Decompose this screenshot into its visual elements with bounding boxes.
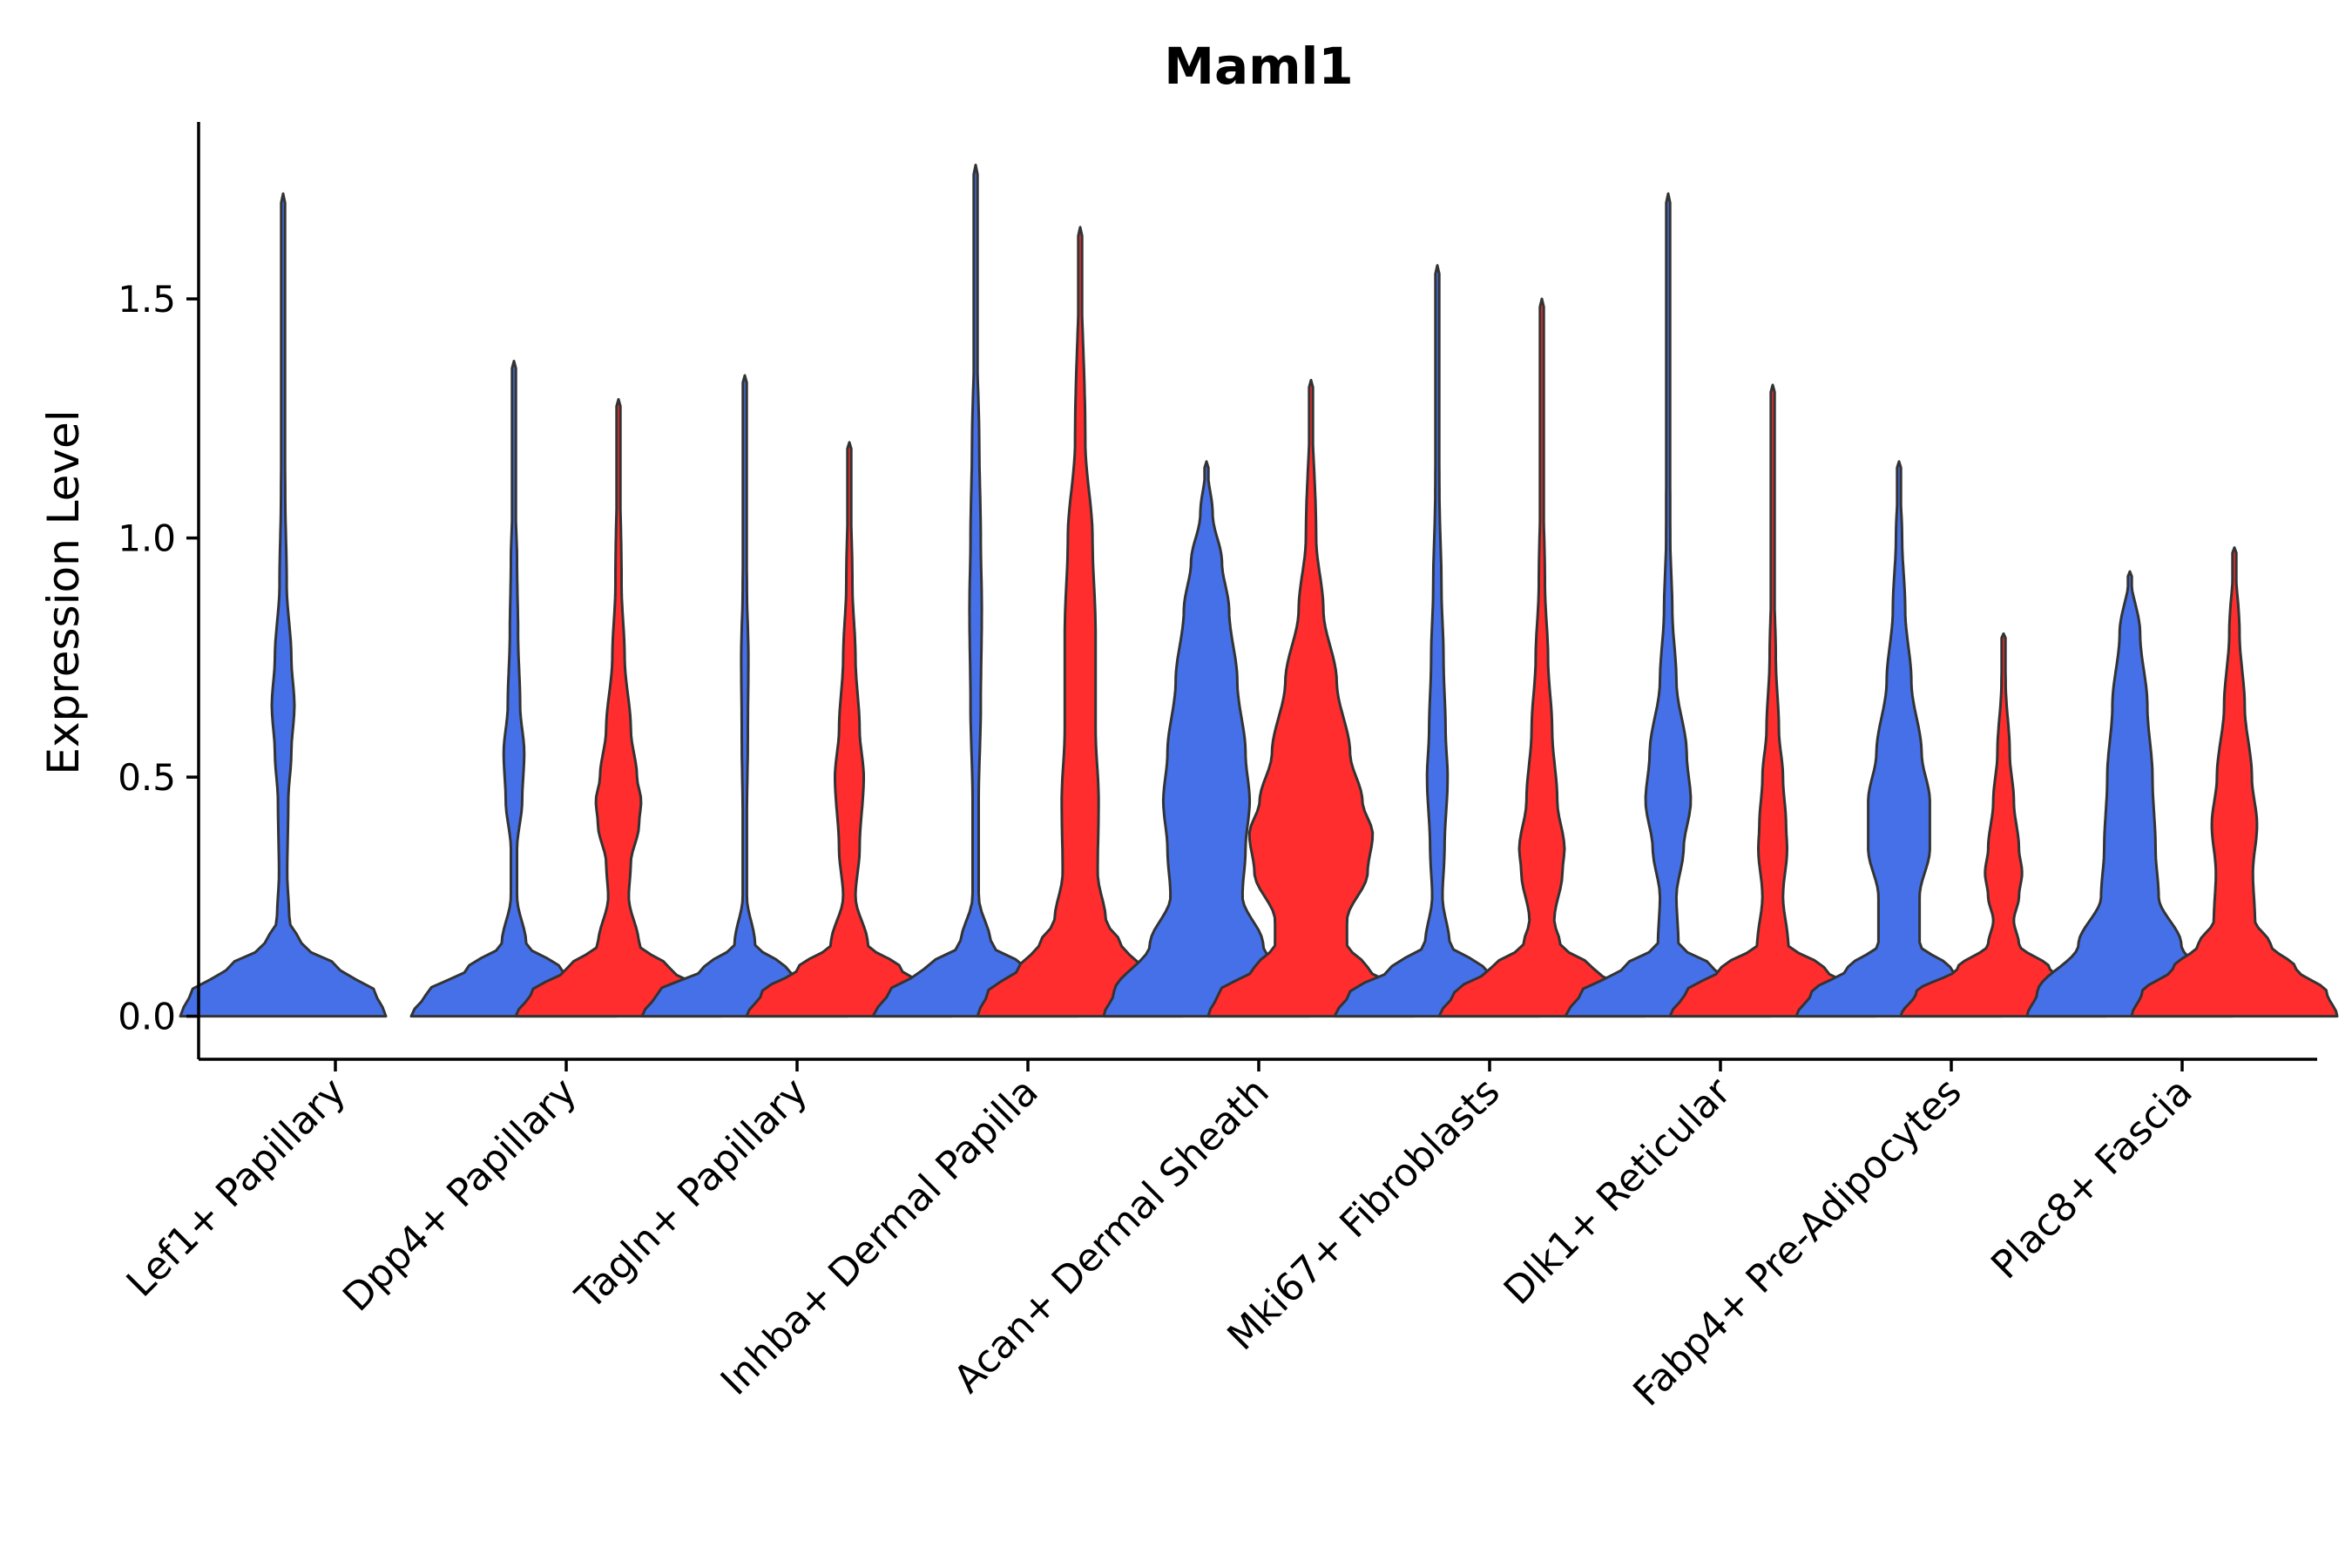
- violin-group2-3: [745, 441, 954, 1018]
- violin-group1-9: [2025, 570, 2234, 1018]
- violin-group1-3: [640, 374, 849, 1018]
- y-tick-label: 1.5: [118, 278, 176, 321]
- y-axis-label: Expression Level: [38, 409, 89, 774]
- violin-group: [179, 163, 2339, 1018]
- violin-group1-5: [1102, 460, 1311, 1018]
- y-axis-ticks: 0.0 0.5 1.0 1.5: [118, 278, 199, 1038]
- violin-group2-7: [1668, 383, 1877, 1018]
- violin-group2-2: [514, 397, 723, 1018]
- violin-group1-2: [409, 360, 618, 1018]
- violin-group2-9: [2130, 546, 2339, 1018]
- violin-group2-5: [1206, 378, 1416, 1018]
- violin-group2-8: [1899, 632, 2108, 1018]
- violin-group2-6: [1437, 297, 1646, 1018]
- y-tick-label: 1.0: [118, 517, 176, 560]
- violin-group1-8: [1794, 460, 2004, 1018]
- violin-group1-7: [1564, 192, 1773, 1018]
- y-tick-label: 0.0: [118, 996, 176, 1038]
- y-tick-label: 0.5: [118, 756, 176, 799]
- violin-group2-4: [976, 226, 1185, 1018]
- violin-group1-1: [179, 192, 388, 1018]
- chart-title: Maml1: [1164, 37, 1354, 96]
- violin-group1-6: [1333, 264, 1542, 1018]
- violin-group1-4: [871, 163, 1080, 1018]
